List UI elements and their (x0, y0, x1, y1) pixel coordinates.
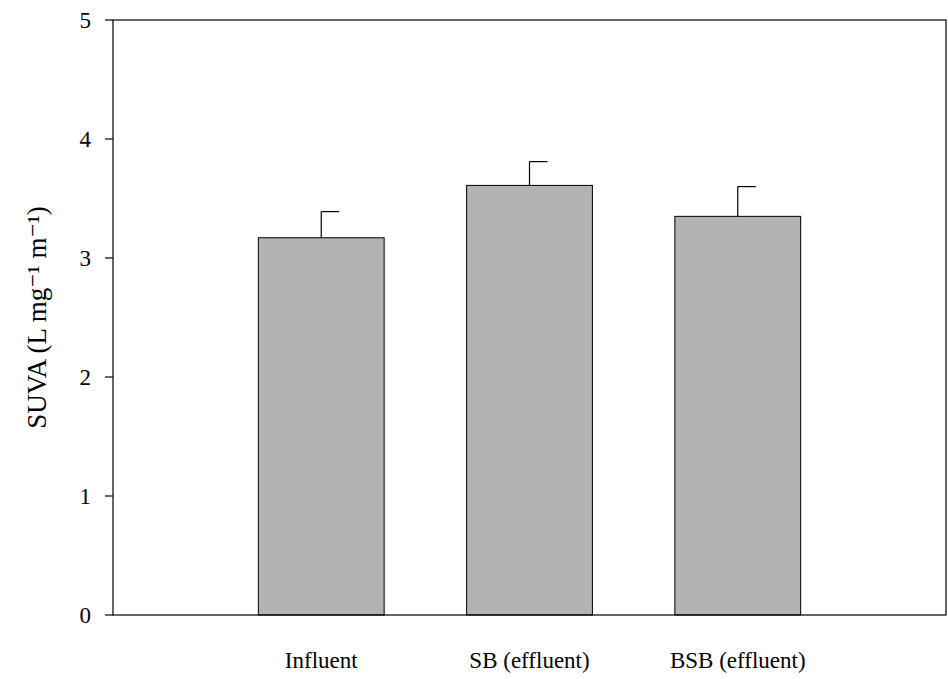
plot-frame (113, 20, 946, 615)
error-cap (321, 211, 339, 212)
error-line (529, 162, 530, 186)
error-cap (738, 186, 756, 187)
x-tick-label: Influent (285, 648, 358, 673)
y-tick-label: 2 (80, 365, 92, 390)
error-bar (321, 212, 339, 238)
y-tick-label: 5 (80, 8, 92, 33)
y-tick-label: 4 (80, 127, 92, 152)
y-tick (105, 376, 113, 377)
y-axis-label: SUVA (L mg⁻¹ m⁻¹) (22, 206, 52, 428)
y-tick-label: 0 (80, 603, 92, 628)
bar (258, 238, 384, 615)
chart: 0 1 2 3 4 5 Influent SB (effluent) BSB (effluent… (0, 0, 948, 679)
y-tick (105, 19, 113, 20)
x-tick-label: BSB (effluent) (670, 648, 806, 673)
y-tick (105, 614, 113, 615)
error-bar (530, 162, 548, 186)
error-bar (738, 187, 756, 217)
y-tick (105, 257, 113, 258)
bar (467, 185, 593, 615)
y-tick-label: 3 (80, 246, 92, 271)
y-tick-label: 1 (80, 484, 92, 509)
bar (675, 216, 801, 615)
x-tick-label: SB (effluent) (469, 648, 589, 673)
error-line (321, 212, 322, 238)
error-cap (530, 161, 548, 162)
y-tick (105, 495, 113, 496)
y-tick (105, 138, 113, 139)
error-line (737, 187, 738, 217)
